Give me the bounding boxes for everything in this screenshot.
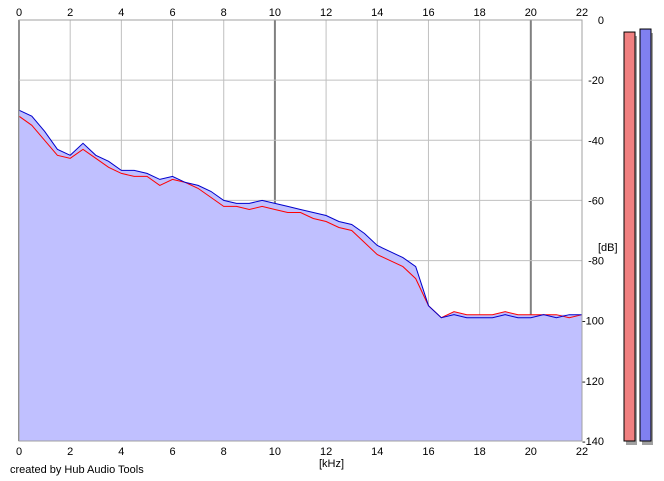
x-tick-label-bottom: 6: [169, 446, 175, 458]
axis-ticks: 002244668810101212141416161818202022220-…: [16, 7, 604, 458]
x-tick-label-bottom: 8: [221, 446, 227, 458]
x-tick-label-bottom: 2: [67, 446, 73, 458]
level-meters: [623, 28, 653, 446]
x-tick-label-bottom: 10: [269, 446, 281, 458]
y-tick-label: -120: [582, 376, 604, 388]
right-channel-line: [18, 109, 582, 319]
y-tick-label: -100: [582, 316, 604, 328]
credit-text: created by Hub Audio Tools: [10, 464, 144, 476]
x-tick-label-bottom: 14: [371, 446, 383, 458]
x-tick-label-bottom: 20: [525, 446, 537, 458]
level-meter-left: [623, 31, 636, 442]
x-tick-label-top: 4: [118, 7, 124, 19]
x-tick-label-top: 6: [169, 7, 175, 19]
x-tick-label-top: 18: [474, 7, 486, 19]
y-tick-label: 0: [598, 15, 604, 27]
x-tick-label-bottom: 16: [422, 446, 434, 458]
x-tick-label-bottom: 22: [576, 446, 588, 458]
x-tick-label-bottom: 4: [118, 446, 124, 458]
x-axis-label: [kHz]: [319, 458, 344, 470]
y-tick-label: -80: [588, 256, 604, 268]
x-tick-label-top: 16: [422, 7, 434, 19]
x-tick-label-top: 14: [371, 7, 383, 19]
x-tick-label-top: 2: [67, 7, 73, 19]
y-axis-label: [dB]: [598, 242, 618, 254]
x-tick-label-top: 8: [221, 7, 227, 19]
x-tick-label-top: 12: [320, 7, 332, 19]
level-meter-right: [639, 28, 652, 442]
plot-frame: [18, 19, 583, 442]
y-tick-label: -40: [588, 135, 604, 147]
x-tick-label-bottom: 12: [320, 446, 332, 458]
x-tick-label-top: 20: [525, 7, 537, 19]
spectrum-area: [19, 110, 582, 441]
y-tick-label: -60: [588, 195, 604, 207]
x-tick-label-top: 22: [576, 7, 588, 19]
x-tick-label-top: 10: [269, 7, 281, 19]
left-channel-line: [18, 115, 583, 319]
x-tick-label-top: 0: [16, 7, 22, 19]
y-tick-label: -140: [582, 436, 604, 448]
x-tick-label-bottom: 0: [16, 446, 22, 458]
y-tick-label: -20: [588, 75, 604, 87]
x-tick-label-bottom: 18: [474, 446, 486, 458]
